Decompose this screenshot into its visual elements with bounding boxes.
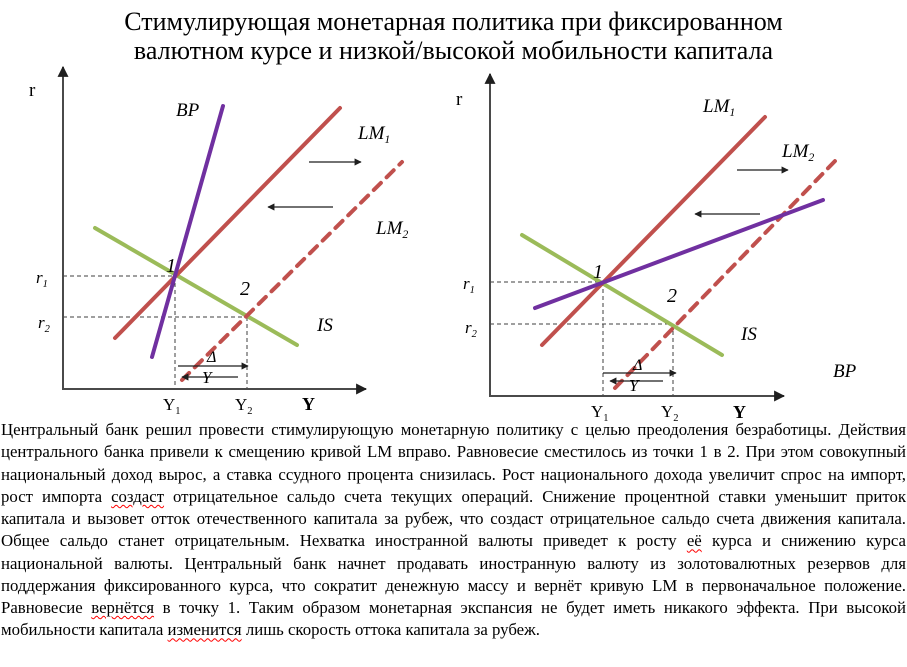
label-delta: Δ — [632, 357, 642, 374]
axis-label-y: Y — [733, 402, 746, 422]
text-segment: курса и снижению курса национальной валю… — [1, 531, 906, 617]
misspelled-word: её — [686, 531, 702, 551]
label-delta-y: Y — [629, 376, 640, 395]
text-segment: в точку 1. Таким образом монетарная эксп… — [1, 598, 907, 640]
title-line-1: Стимулирующая монетарная политика при фи… — [124, 7, 783, 36]
label-point-1: 1 — [166, 255, 176, 277]
label-point-1: 1 — [593, 261, 603, 283]
label-is: IS — [316, 315, 333, 336]
label-lm1: LM1 — [702, 96, 735, 119]
body-text: Центральный банк решил провести стимулир… — [1, 419, 906, 642]
is-curve — [93, 226, 299, 347]
axis-label-y: Y — [302, 394, 315, 414]
page-title: Стимулирующая монетарная политика при фи… — [0, 7, 907, 65]
lm2-curve — [180, 160, 404, 382]
label-point-2: 2 — [667, 285, 677, 307]
is-curve — [520, 233, 724, 357]
label-r1: r1 — [463, 274, 475, 296]
misspelled-word: вернётся — [91, 598, 155, 617]
label-delta-y: Y — [202, 368, 213, 387]
lm1-curve — [113, 106, 342, 340]
bp-curve — [150, 104, 225, 359]
label-delta: Δ — [206, 349, 216, 366]
label-bp: BP — [176, 100, 200, 121]
label-y1: Y1 — [163, 395, 181, 417]
lm2-curve — [613, 159, 837, 390]
label-is: IS — [740, 324, 757, 345]
axis-label-r: r — [456, 89, 463, 110]
label-point-2: 2 — [240, 278, 250, 300]
text-segment: Центральный банк решил провести стимулир… — [1, 420, 906, 506]
label-r2: r2 — [465, 318, 478, 340]
label-y2: Y2 — [235, 395, 253, 417]
misspelled-word: изменится — [167, 620, 242, 640]
label-lm2: LM2 — [781, 141, 814, 164]
lm1-curve — [540, 115, 767, 347]
label-bp: BP — [833, 361, 857, 382]
text-segment: лишь скорость оттока капитала за рубеж. — [241, 620, 540, 640]
text-segment: отрицательное сальдо счета текущих опера… — [1, 486, 907, 551]
label-lm2: LM2 — [375, 218, 408, 241]
title-line-2: валютном курсе и низкой/высокой мобильно… — [133, 36, 774, 65]
label-lm1: LM1 — [357, 123, 390, 146]
label-r1: r1 — [36, 268, 48, 290]
axis-label-r: r — [29, 80, 36, 101]
misspelled-word: создаст — [111, 486, 165, 506]
label-r2: r2 — [38, 313, 51, 335]
bp-curve — [533, 198, 825, 310]
